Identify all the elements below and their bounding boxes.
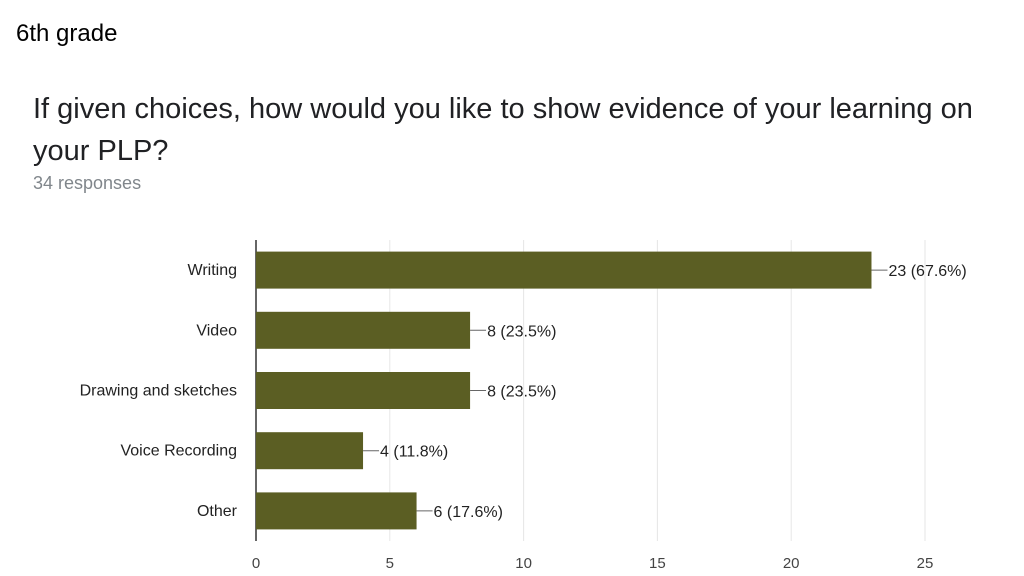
y-category-label: Writing: [188, 262, 238, 279]
y-category-label: Drawing and sketches: [80, 383, 237, 400]
data-label: 8 (23.5%): [487, 384, 556, 401]
x-tick-label: 10: [515, 555, 532, 572]
bar: [256, 372, 471, 409]
response-count: 34 responses: [33, 173, 142, 193]
y-category-label: Voice Recording: [120, 443, 237, 460]
bar: [256, 311, 471, 349]
data-label: 23 (67.6%): [888, 263, 966, 280]
x-tick-label: 15: [649, 555, 666, 572]
data-label: 8 (23.5%): [487, 323, 556, 340]
x-tick-label: 5: [386, 555, 394, 572]
bar: [256, 492, 417, 530]
x-tick-label: 25: [917, 555, 934, 572]
x-tick-label: 0: [252, 555, 260, 572]
question-title: If given choices, how would you like to …: [33, 93, 973, 167]
y-category-label: Video: [196, 322, 237, 339]
data-label: 6 (17.6%): [434, 504, 503, 521]
bar: [256, 251, 872, 289]
page-heading: 6th grade: [16, 20, 118, 47]
bar: [256, 432, 364, 470]
data-label: 4 (11.8%): [380, 444, 448, 461]
x-tick-label: 20: [783, 555, 800, 572]
y-category-label: Other: [197, 503, 238, 520]
